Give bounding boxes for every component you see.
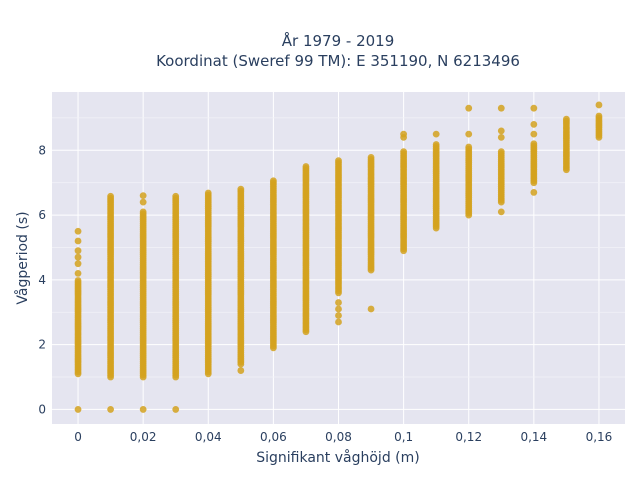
data-point [74, 277, 82, 284]
y-tick-label: 6 [38, 208, 46, 222]
x-tick-label: 0,14 [520, 430, 547, 444]
data-point [465, 104, 473, 112]
data-point [107, 406, 115, 413]
y-axis-title: Vågperiod (s) [14, 211, 31, 304]
data-point [335, 305, 342, 313]
data-point [139, 406, 147, 413]
y-tick-label: 4 [38, 273, 46, 287]
data-point [335, 312, 342, 319]
data-point [367, 154, 375, 161]
chart-subtitle: Koordinat (Sweref 99 TM): E 351190, N 62… [156, 52, 520, 70]
data-point [367, 305, 375, 313]
data-point [497, 127, 505, 135]
data-point [497, 208, 505, 216]
data-point [74, 269, 82, 277]
y-tick-label: 0 [38, 402, 46, 416]
data-point [204, 189, 212, 197]
y-axis-ticks: 0 2 4 6 8 [38, 143, 46, 416]
x-axis-ticks: 0 0,02 0,04 0,06 0,08 0,1 0,12 0,14 0,16 [74, 430, 612, 444]
data-point [497, 104, 505, 112]
data-point [74, 247, 82, 255]
data-point [530, 120, 538, 128]
data-point [269, 177, 277, 185]
data-point [74, 260, 82, 268]
data-point [497, 133, 505, 141]
data-point [237, 367, 245, 374]
data-point [530, 140, 538, 148]
x-tick-label: 0,12 [455, 430, 482, 444]
data-point [465, 130, 473, 138]
data-point [400, 148, 408, 155]
data-point [595, 112, 603, 120]
data-point [139, 208, 147, 216]
x-tick-label: 0,16 [586, 430, 613, 444]
data-point [237, 185, 245, 193]
data-point [139, 198, 147, 206]
data-point [530, 104, 538, 112]
x-axis-title: Signifikant våghöjd (m) [256, 449, 419, 466]
data-point [432, 141, 440, 148]
data-point [595, 101, 603, 109]
data-point [530, 130, 538, 138]
data-point [172, 406, 180, 413]
x-tick-label: 0,1 [394, 430, 413, 444]
x-tick-label: 0 [74, 430, 82, 444]
data-point [74, 237, 82, 245]
x-tick-label: 0,08 [325, 430, 352, 444]
data-point [139, 192, 147, 200]
data-point [107, 192, 115, 200]
y-tick-label: 2 [38, 338, 46, 352]
data-point [302, 163, 310, 170]
data-point [172, 192, 180, 200]
data-point [335, 318, 342, 326]
x-tick-label: 0,04 [195, 430, 222, 444]
data-point [530, 189, 538, 196]
data-points [74, 101, 603, 413]
data-point [74, 253, 82, 261]
data-point [465, 143, 473, 151]
data-point [497, 148, 505, 155]
y-tick-label: 8 [38, 143, 46, 157]
data-point [74, 406, 82, 413]
data-point [562, 115, 570, 123]
x-tick-label: 0,02 [130, 430, 157, 444]
chart-title: År 1979 - 2019 [282, 31, 395, 50]
data-point [400, 130, 408, 138]
data-point [74, 227, 82, 235]
data-point [335, 299, 342, 306]
x-tick-label: 0,06 [260, 430, 287, 444]
data-point [335, 157, 342, 165]
data-point [432, 130, 440, 138]
